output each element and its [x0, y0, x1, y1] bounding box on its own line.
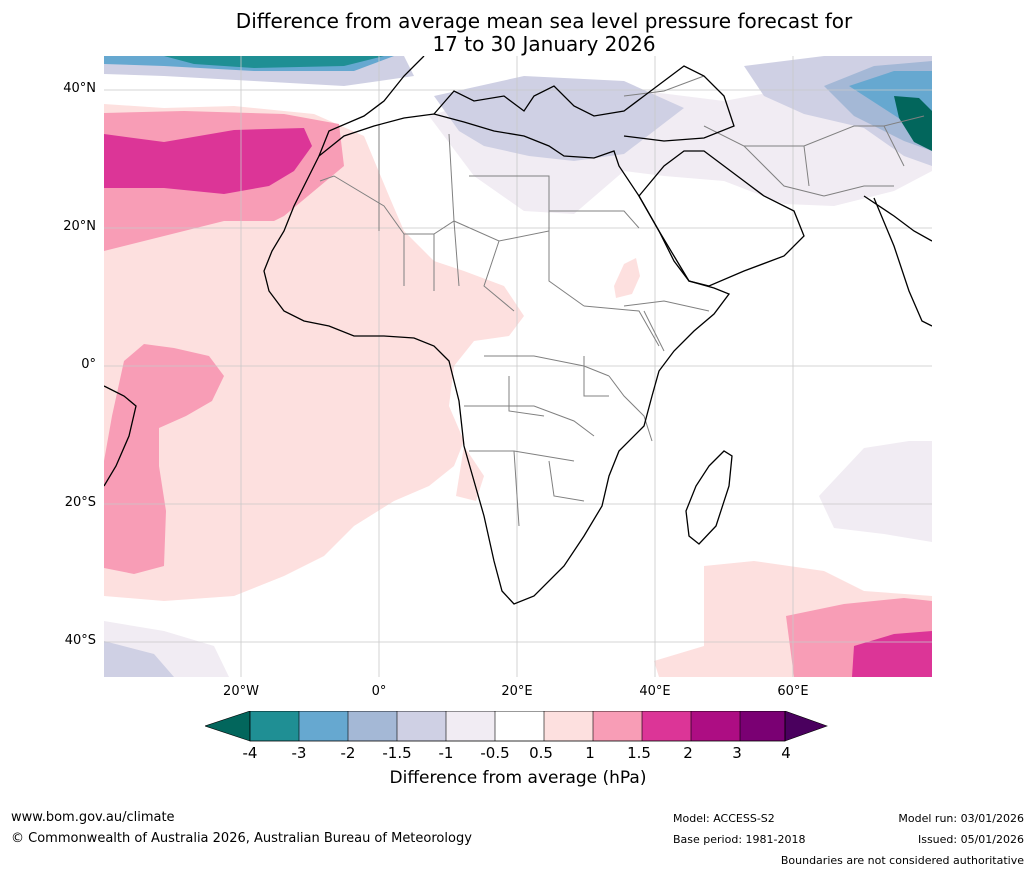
- footer-model: Model: ACCESS-S2: [673, 812, 775, 825]
- coast-madagascar: [685, 450, 733, 545]
- lon-label-0: 0°: [371, 684, 387, 699]
- anomaly-region-north-core: [164, 56, 384, 68]
- footer-website[interactable]: www.bom.gov.au/climate: [11, 810, 175, 825]
- colorbar-label: Difference from average (hPa): [389, 768, 647, 788]
- colorbar-swatch-min: [205, 711, 251, 742]
- colorbar-swatch-8: [593, 711, 642, 741]
- anomaly-region-north-atlantic-core: [104, 128, 312, 194]
- lat-label-0: 0°: [81, 357, 96, 372]
- colorbar-tick: 2: [683, 744, 693, 762]
- colorbar-tick: -3: [291, 744, 307, 762]
- lat-label-40n: 40°N: [63, 81, 96, 96]
- colorbar-swatch-1: [250, 711, 299, 741]
- colorbar-tick: -4: [242, 744, 258, 762]
- colorbar-tick: 4: [781, 744, 791, 762]
- colorbar-tick: 1.5: [627, 744, 651, 762]
- colorbar-tick: 3: [732, 744, 742, 762]
- colorbar-swatch-max: [784, 711, 828, 742]
- chart-title-line2: 17 to 30 January 2026: [432, 32, 656, 56]
- colorbar-tick: -1.5: [382, 744, 412, 762]
- anomaly-region-south-atlantic-edge: [456, 446, 484, 501]
- lat-label-40s: 40°S: [64, 633, 96, 648]
- lon-label-60e: 60°E: [777, 684, 809, 699]
- lon-label-40e: 40°E: [639, 684, 671, 699]
- coastlines: [104, 56, 932, 605]
- colorbar-tick: -0.5: [480, 744, 510, 762]
- forecast-map: [104, 56, 932, 677]
- coast-south-america: [104, 385, 137, 487]
- coast-africa: [263, 113, 731, 605]
- colorbar-tick: -2: [340, 744, 356, 762]
- anomaly-region-asia-core: [894, 96, 932, 151]
- colorbar-swatch-5: [446, 711, 495, 741]
- colorbar-swatch-2: [299, 711, 348, 741]
- country-borders: [319, 75, 925, 527]
- gridlines: [104, 56, 932, 677]
- colorbar-tick: -1: [438, 744, 454, 762]
- colorbar-swatch-11: [740, 711, 785, 741]
- anomaly-region-south-indian-core: [852, 631, 932, 677]
- coast-arabia: [638, 150, 805, 287]
- anomaly-region-equatorial-atlantic-strong: [104, 344, 224, 574]
- footer-model-run: Model run: 03/01/2026: [898, 812, 1024, 825]
- colorbar-swatch-6: [495, 711, 544, 741]
- coast-europe: [318, 56, 735, 157]
- anomaly-region-east-africa-patch: [614, 258, 640, 298]
- footer-copyright: © Commonwealth of Australia 2026, Austra…: [11, 831, 472, 846]
- chart-title-line1: Difference from average mean sea level p…: [235, 9, 853, 33]
- colorbar-swatch-4: [397, 711, 446, 741]
- colorbar-swatch-3: [348, 711, 397, 741]
- colorbar-tick: 0.5: [529, 744, 553, 762]
- anomaly-region-southwest-negative-strong: [104, 641, 174, 677]
- colorbar: [205, 711, 828, 742]
- lon-label-20e: 20°E: [501, 684, 533, 699]
- anomaly-region-indian-ocean-negative: [819, 441, 932, 542]
- colorbar-swatch-7: [544, 711, 593, 741]
- lat-label-20s: 20°S: [64, 495, 96, 510]
- footer-disclaimer: Boundaries are not considered authoritat…: [780, 854, 1024, 867]
- footer-issued: Issued: 05/01/2026: [917, 833, 1024, 846]
- coast-india: [863, 195, 932, 327]
- footer-base-period: Base period: 1981-2018: [673, 833, 806, 846]
- lat-label-20n: 20°N: [63, 219, 96, 234]
- colorbar-tick: 1: [585, 744, 595, 762]
- colorbar-swatch-9: [642, 711, 691, 741]
- colorbar-swatch-10: [691, 711, 740, 741]
- lon-label-20w: 20°W: [223, 684, 259, 699]
